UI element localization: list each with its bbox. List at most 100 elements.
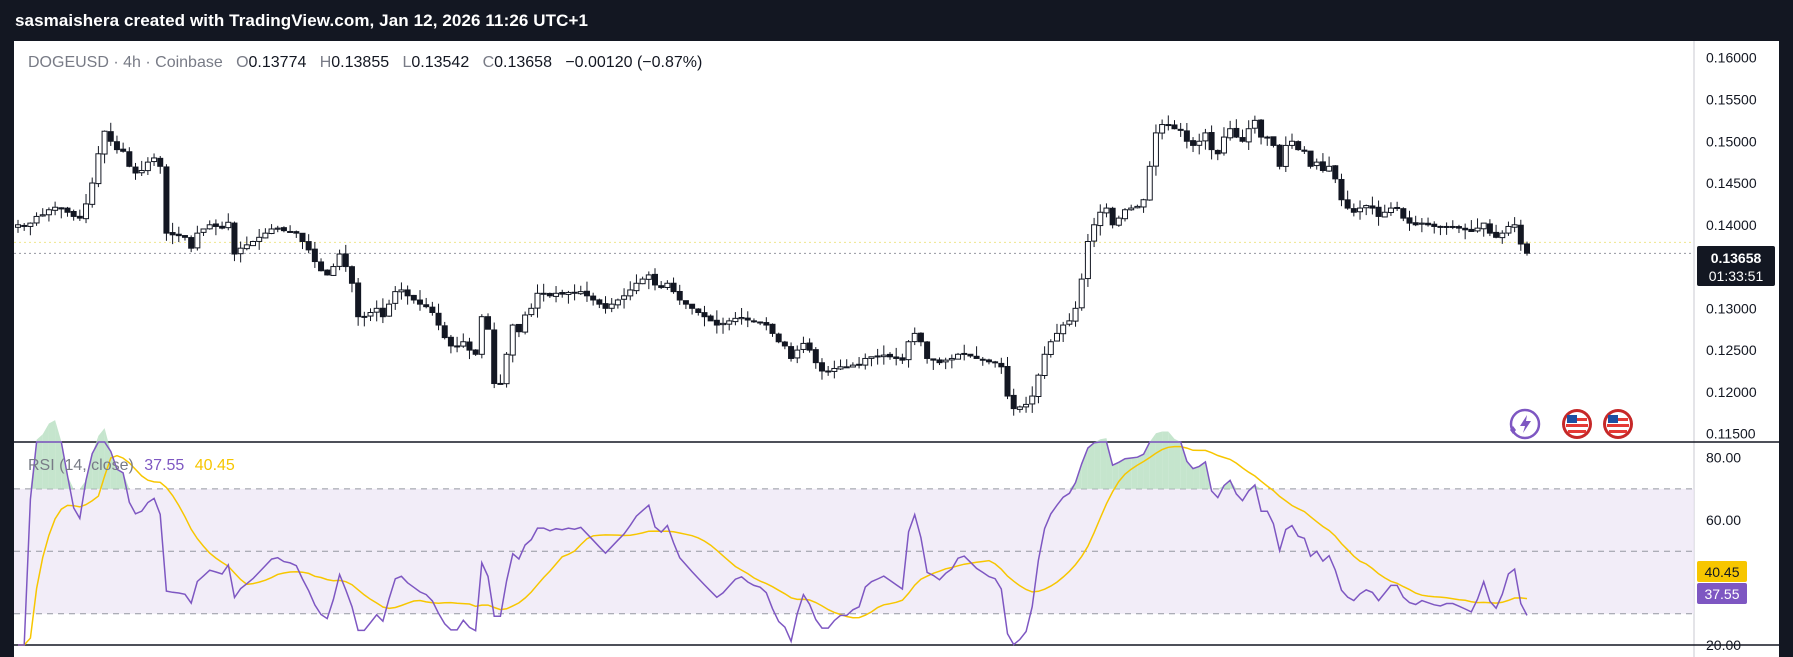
candle	[163, 164, 170, 241]
candle	[670, 277, 677, 294]
candle	[528, 303, 535, 317]
candle-body	[515, 323, 522, 333]
candle-body	[1511, 224, 1518, 228]
candle	[509, 323, 516, 363]
candle-body	[781, 341, 788, 347]
price-tick-label: 0.12500	[1706, 342, 1757, 358]
us-flag-icon[interactable]	[1562, 409, 1592, 439]
candle-body	[559, 292, 566, 295]
us-flag-icon[interactable]	[1603, 409, 1633, 439]
rsi-badge-label: 37.55	[1704, 586, 1739, 602]
overbought-segment	[1131, 457, 1138, 489]
candle-body	[1214, 149, 1221, 155]
candle	[423, 297, 430, 309]
candle-body	[132, 166, 139, 174]
last-price-badge: 0.13658 01:33:51	[1697, 246, 1775, 286]
candle	[243, 236, 250, 251]
candle	[1418, 218, 1425, 233]
candle-body	[1190, 140, 1197, 146]
rsi-legend[interactable]: RSI (14, close) 37.55 40.45	[28, 457, 235, 475]
rsi-line	[18, 441, 1528, 646]
candle-body	[553, 292, 560, 297]
rsi-axis[interactable]: 80.00 60.00 20.00	[1706, 450, 1741, 653]
candle-body	[410, 294, 417, 301]
candle	[1084, 233, 1091, 287]
candle	[151, 153, 158, 166]
overbought-segment	[1143, 441, 1150, 489]
candle	[95, 146, 102, 188]
rsi-name[interactable]: RSI (14, close)	[28, 457, 134, 474]
candle	[1078, 273, 1085, 311]
candle	[416, 290, 423, 311]
high-label: H	[319, 54, 332, 71]
candle	[757, 321, 764, 326]
candle-body	[1387, 207, 1394, 214]
candle-body	[454, 345, 461, 348]
candle	[750, 318, 757, 323]
candle	[1202, 128, 1209, 150]
overbought-segment	[1248, 484, 1255, 489]
overbought-segment	[92, 435, 99, 489]
candle	[1524, 241, 1530, 256]
candle	[15, 219, 21, 233]
candle-body	[39, 214, 46, 217]
candle-body	[713, 319, 720, 326]
candle	[862, 353, 869, 370]
symbol-label[interactable]: DOGEUSD · 4h · Coinbase	[28, 54, 223, 71]
candle	[1338, 173, 1345, 207]
candle	[825, 366, 832, 376]
candle-body	[151, 157, 158, 163]
candle-body	[1029, 395, 1036, 405]
overbought-segment	[1168, 431, 1175, 489]
candle-body	[788, 346, 795, 359]
candle	[101, 130, 108, 164]
candle-body	[200, 228, 207, 233]
candle-body	[1183, 130, 1190, 142]
candle-body	[985, 359, 992, 363]
candle-body	[1202, 132, 1209, 142]
candle-body	[76, 215, 83, 219]
candle-body	[732, 317, 739, 323]
candle	[577, 285, 584, 295]
candle	[379, 298, 386, 324]
rsi-ma-badge: 40.45	[1697, 561, 1747, 582]
candle-body	[478, 316, 485, 355]
candle	[614, 298, 621, 309]
candle-body	[1134, 205, 1141, 209]
candle-body	[256, 236, 263, 242]
candle	[1412, 215, 1419, 227]
lightning-icon[interactable]	[1509, 408, 1541, 440]
candle-body	[1468, 228, 1475, 232]
candle-body	[689, 303, 696, 309]
candle	[1474, 218, 1481, 233]
candle-body	[163, 166, 170, 234]
price-axis[interactable]: 0.160000.155000.150000.145000.140000.135…	[1706, 50, 1757, 442]
price-tick-label: 0.15000	[1706, 133, 1757, 149]
candle	[206, 220, 213, 230]
candle-body	[602, 303, 609, 309]
overbought-segment	[116, 469, 124, 489]
candle-body	[460, 341, 467, 347]
candle	[627, 281, 634, 301]
overbought-segment	[1193, 466, 1200, 489]
rsi-tick-label: 80.00	[1706, 450, 1741, 466]
candle-body	[1437, 225, 1444, 228]
candle	[268, 224, 275, 235]
candle	[1295, 140, 1302, 151]
price-legend[interactable]: DOGEUSD · 4h · Coinbase O0.13774 H0.1385…	[28, 54, 702, 72]
candle	[645, 271, 652, 290]
candle-body	[682, 300, 689, 305]
candle	[1276, 144, 1283, 170]
candle-body	[1394, 206, 1401, 209]
candle-body	[1165, 124, 1172, 127]
candle	[701, 305, 708, 327]
candle-body	[874, 355, 881, 358]
candle	[83, 194, 90, 224]
candle-body	[107, 131, 114, 142]
candle-body	[1084, 241, 1091, 280]
candle	[175, 226, 182, 243]
candle	[800, 336, 807, 354]
candle-body	[268, 228, 275, 235]
candle	[1109, 206, 1116, 229]
